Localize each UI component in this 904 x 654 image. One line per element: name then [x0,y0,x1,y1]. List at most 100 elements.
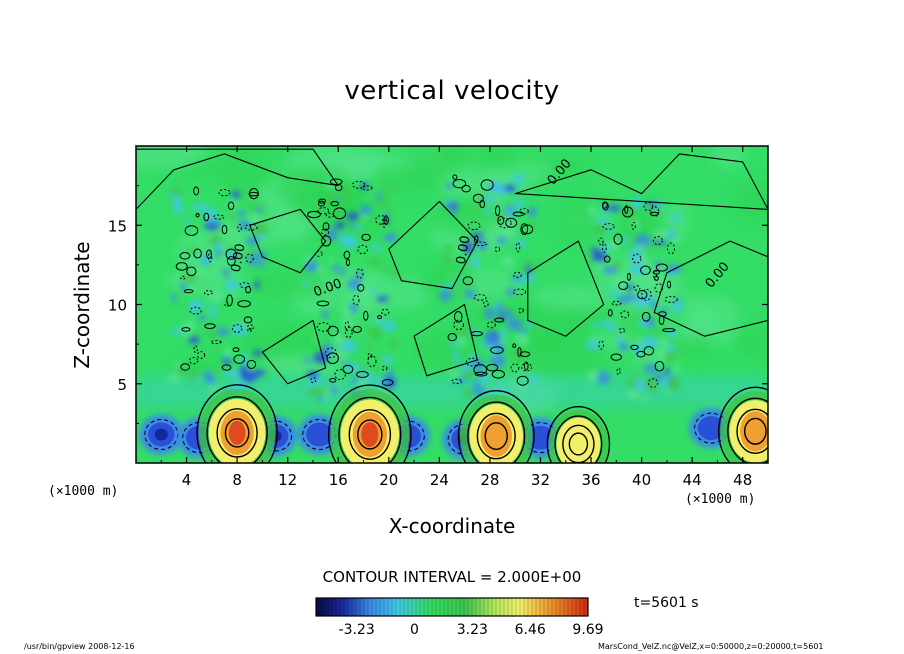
small-contour [343,250,351,260]
colorbar: -3.23 0 3.23 6.46 9.69 [315,597,604,638]
field-patch [633,342,675,370]
small-contour [473,364,488,376]
contour-line [514,153,768,210]
plot-frame [135,145,769,464]
speckle-cell [487,184,503,191]
small-contour [479,199,486,209]
speckle-cell [238,327,248,335]
speckle-cell [521,274,537,282]
speckle-cell [374,317,385,324]
speckle-cell [444,199,455,208]
speckle-cell [618,342,629,351]
small-contour [483,300,489,308]
speckle-cell [667,264,682,274]
speckle-cell [328,258,335,264]
updraft-orange [740,411,768,452]
contour-line [136,148,339,210]
speckle-cell [452,352,460,363]
speckle-cell [604,239,620,253]
convective-towers [167,174,683,406]
field-patch [533,285,613,311]
speckle-cell [190,369,198,382]
convective-tower [585,197,683,403]
downdraft-mid [697,416,725,441]
speckle-cell [466,364,475,379]
speckle-cell [448,273,459,283]
small-contour [451,378,463,385]
field-patch [165,265,247,295]
speckle-cell [348,303,359,314]
convective-tower [167,186,268,400]
small-contour [352,325,362,333]
speckle-cell [449,201,458,215]
small-contour [330,200,339,207]
speckle-cell [666,377,681,392]
tower-speckle [439,174,541,402]
speckle-cell [241,374,257,380]
small-contour [316,300,330,307]
speckle-cell [252,350,263,357]
updraft-core [361,422,379,447]
speckle-cell [642,376,658,387]
field-patch [422,146,467,175]
speckle-cell [245,236,260,246]
speckle-cell [362,206,373,211]
updraft-green [548,409,609,463]
small-contour [334,368,346,381]
speckle-cell [464,289,476,299]
downdraft-outer [177,417,222,458]
colorbar-tick-label: 0 [410,622,419,638]
speckle-cell [662,375,678,390]
colorbar-frame [315,597,589,617]
field-patch [295,197,384,243]
speckle-cell [345,236,359,247]
updraft-contour [484,422,508,450]
updraft-contour [467,401,526,463]
speckle-cell [222,268,231,276]
speckle-cell [489,341,495,355]
speckle-cell [214,242,222,252]
speckle-cell [589,336,603,341]
field-patch [453,265,520,306]
speckle-cell [248,252,256,267]
small-contour [652,236,663,246]
contour-line [527,240,605,337]
speckle-cell [342,341,358,352]
speckle-cell [386,203,392,218]
small-contour [447,333,457,342]
small-contour [643,346,655,356]
speckle-cell [488,391,497,402]
speckle-cell [226,244,234,253]
small-contour [517,347,522,357]
downdraft-contour [694,412,729,444]
x-tick-label: 32 [531,471,550,489]
speckle-cell [376,295,389,303]
small-contour [314,250,323,257]
small-contour [203,290,213,296]
speckle-cell [360,362,365,375]
field-patch [241,322,327,371]
speckle-cell [211,368,219,374]
downdraft-mid [394,424,421,449]
speckle-cell [647,275,652,287]
small-contour [232,347,240,353]
speckle-cell [664,366,670,376]
colorbar-tick-label: 9.69 [572,622,603,638]
speckle-cell [642,335,658,350]
downdraft-core [154,428,168,441]
small-contour [381,379,394,386]
small-contour [521,362,533,372]
updraft-contour [546,406,611,463]
small-contour [631,221,636,231]
field-patch [255,179,314,212]
updraft-contour [554,415,603,463]
speckle-cell [645,200,660,209]
small-contour [621,206,634,218]
field-patch [560,302,647,326]
speckle-cell [228,291,238,296]
small-contour [641,311,651,322]
small-contour [519,351,531,357]
speckle-cell [491,344,497,358]
speckle-cell [617,333,623,344]
field-patch [367,164,456,192]
